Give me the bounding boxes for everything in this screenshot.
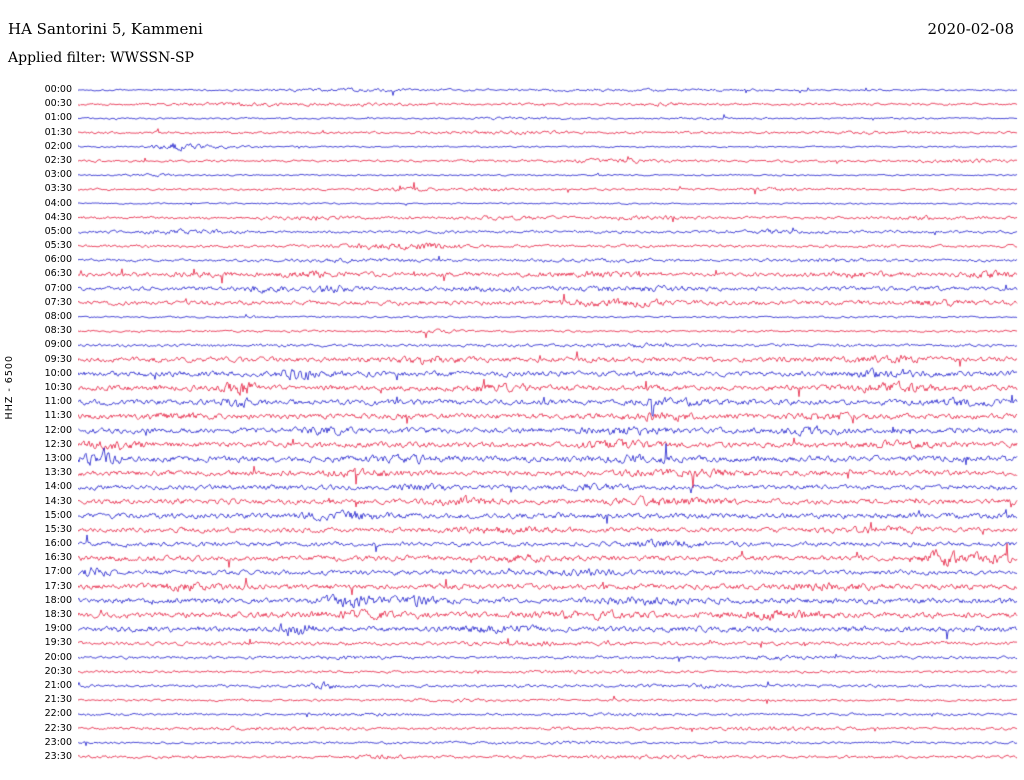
- trace-time-label: 09:00: [44, 339, 72, 351]
- trace-time-label: 02:00: [44, 140, 72, 152]
- trace-time-label: 18:30: [44, 609, 72, 621]
- trace-time-label: 02:30: [44, 154, 72, 166]
- trace-time-label: 18:00: [44, 594, 72, 606]
- trace-time-label: 12:00: [44, 424, 72, 436]
- trace-time-label: 11:30: [44, 410, 72, 422]
- trace-time-label: 03:00: [44, 169, 72, 181]
- trace-time-label: 06:00: [44, 254, 72, 266]
- trace-time-label: 06:30: [44, 268, 72, 280]
- trace-time-label: 10:30: [44, 381, 72, 393]
- trace-time-label: 07:30: [44, 296, 72, 308]
- trace-time-label: 12:30: [44, 438, 72, 450]
- trace-time-label: 20:00: [44, 651, 72, 663]
- trace-time-label: 00:30: [44, 98, 72, 110]
- trace-time-label: 00:00: [44, 84, 72, 95]
- time-axis-labels: 00:00 00:30 01:00 01:30 02:00 02:30 03:00 03:30…: [0, 82, 74, 774]
- trace-time-label: 14:30: [44, 495, 72, 507]
- trace-time-label: 08:00: [44, 311, 72, 323]
- trace-time-label: 15:30: [44, 523, 72, 535]
- trace-time-label: 23:30: [44, 750, 72, 762]
- trace-time-label: 21:00: [44, 679, 72, 691]
- trace-time-label: 20:30: [44, 665, 72, 677]
- trace-time-label: 19:00: [44, 623, 72, 635]
- trace-time-label: 10:00: [44, 367, 72, 379]
- trace-time-label: 07:00: [44, 282, 72, 294]
- trace-time-label: 14:00: [44, 481, 72, 493]
- trace-time-label: 23:00: [44, 736, 72, 748]
- trace-time-label: 22:30: [44, 722, 72, 734]
- trace-time-label: 16:00: [44, 538, 72, 550]
- trace-time-label: 01:30: [44, 126, 72, 138]
- trace-time-label: 04:00: [44, 197, 72, 209]
- trace-time-label: 21:30: [44, 694, 72, 706]
- trace-time-label: 16:30: [44, 552, 72, 564]
- trace-time-label: 15:00: [44, 509, 72, 521]
- trace-time-label: 17:00: [44, 566, 72, 578]
- trace-time-label: 22:00: [44, 708, 72, 720]
- date-label: 2020-02-08: [927, 20, 1014, 38]
- trace-time-label: 19:30: [44, 637, 72, 649]
- page-title: HA Santorini 5, Kammeni: [8, 20, 203, 38]
- trace-time-label: 01:00: [44, 112, 72, 124]
- trace-time-label: 09:30: [44, 353, 72, 365]
- trace-time-label: 08:30: [44, 325, 72, 337]
- trace-time-label: 05:00: [44, 225, 72, 237]
- seismogram-plot: [78, 82, 1018, 774]
- filter-label: Applied filter: WWSSN-SP: [8, 50, 194, 66]
- trace-time-label: 13:00: [44, 452, 72, 464]
- trace-time-label: 11:00: [44, 396, 72, 408]
- seismogram-canvas: [78, 82, 1018, 774]
- trace-time-label: 17:30: [44, 580, 72, 592]
- trace-time-label: 04:30: [44, 211, 72, 223]
- trace-time-label: 13:30: [44, 467, 72, 479]
- trace-time-label: 05:30: [44, 240, 72, 252]
- trace-time-label: 03:30: [44, 183, 72, 195]
